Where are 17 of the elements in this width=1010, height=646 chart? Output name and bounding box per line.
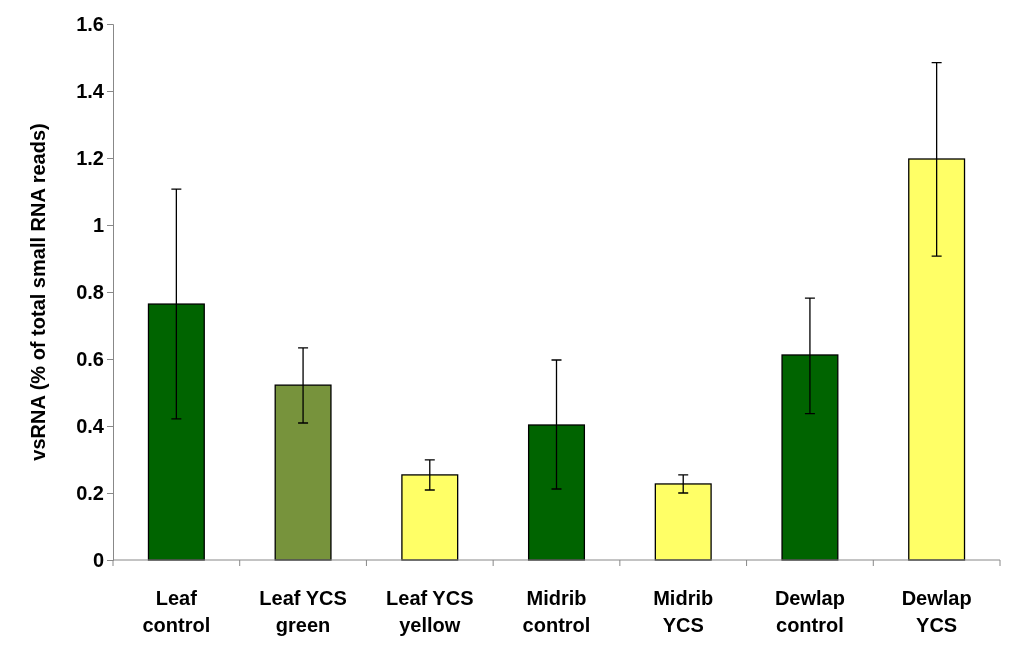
y-tick-label: 1 — [92, 213, 104, 236]
x-tick-label: Leaf YCS yellow — [386, 587, 474, 636]
x-tick-label: Dewlap YCS — [901, 587, 972, 636]
y-tick-label: 0 — [92, 548, 104, 571]
x-tick-label: Dewlap control — [774, 587, 845, 636]
x-tick-label: Midrib control — [522, 587, 591, 636]
y-tick-label: 1.6 — [76, 12, 104, 35]
y-axis-title: vsRNA (% of total small RNA reads) — [27, 123, 49, 461]
x-tick-label: Leaf YCS green — [259, 587, 347, 636]
y-tick-label: 0.4 — [76, 414, 105, 437]
x-tick-label: Leaf control — [142, 587, 211, 636]
x-tick-label: Midrib YCS — [653, 587, 714, 636]
y-tick-label: 1.2 — [76, 146, 104, 169]
y-tick-label: 0.6 — [76, 347, 104, 370]
y-tick-label: 0.2 — [76, 481, 104, 504]
y-tick-label: 0.8 — [76, 280, 104, 303]
y-tick-label: 1.4 — [76, 79, 105, 102]
